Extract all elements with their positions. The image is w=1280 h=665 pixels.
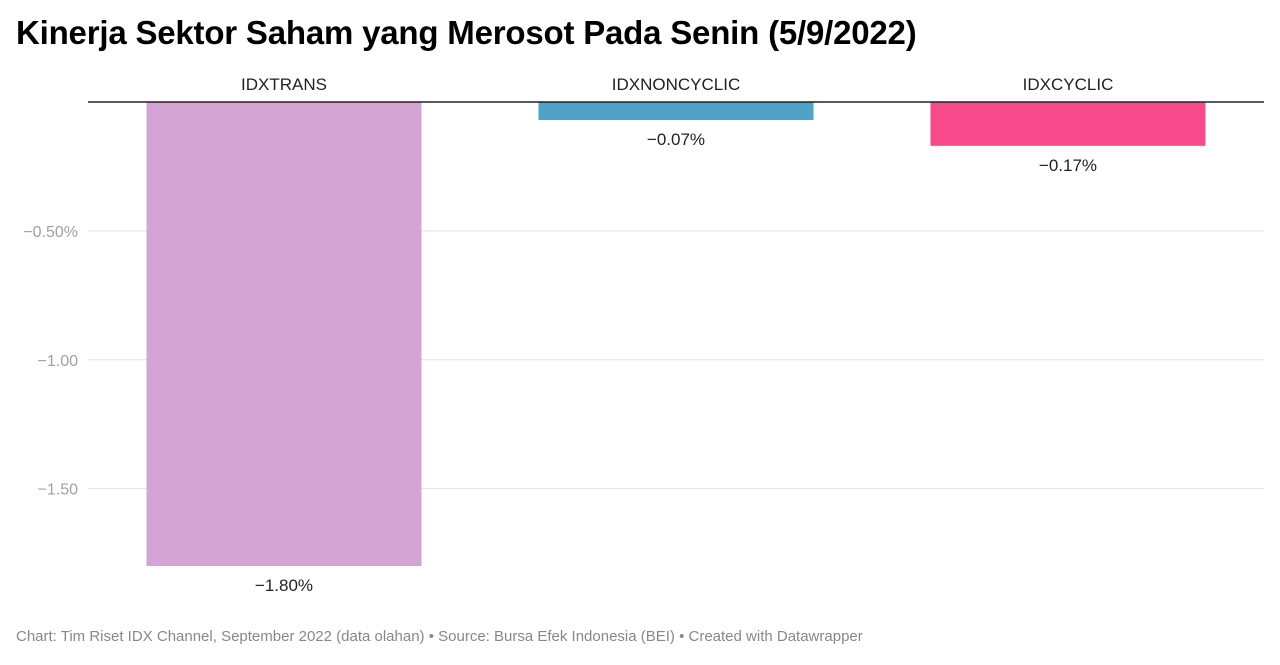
category-label: IDXTRANS <box>241 75 327 94</box>
chart-title: Kinerja Sektor Saham yang Merosot Pada S… <box>16 14 917 51</box>
category-label: IDXCYCLIC <box>1023 75 1114 94</box>
value-label: −1.80% <box>255 576 313 595</box>
value-label: −0.07% <box>647 130 705 149</box>
value-label: −0.17% <box>1039 156 1097 175</box>
category-label: IDXNONCYCLIC <box>612 75 740 94</box>
bar-idxcyclic <box>930 102 1206 146</box>
bar-idxnoncyclic <box>538 102 814 121</box>
bar-chart: −0.50% −1.00 −1.50 IDXTRANS −1.80% IDXNONCYCL… <box>23 75 1264 595</box>
y-tick-label: −1.00 <box>38 353 79 370</box>
bars <box>146 102 1206 566</box>
labels: −0.50% −1.00 −1.50 IDXTRANS −1.80% IDXNONCYCL… <box>23 75 1113 595</box>
y-tick-label: −1.50 <box>38 482 79 499</box>
bar-idxtrans <box>146 102 422 566</box>
chart-footer: Chart: Tim Riset IDX Channel, September … <box>16 628 863 645</box>
y-tick-label: −0.50% <box>23 224 78 241</box>
